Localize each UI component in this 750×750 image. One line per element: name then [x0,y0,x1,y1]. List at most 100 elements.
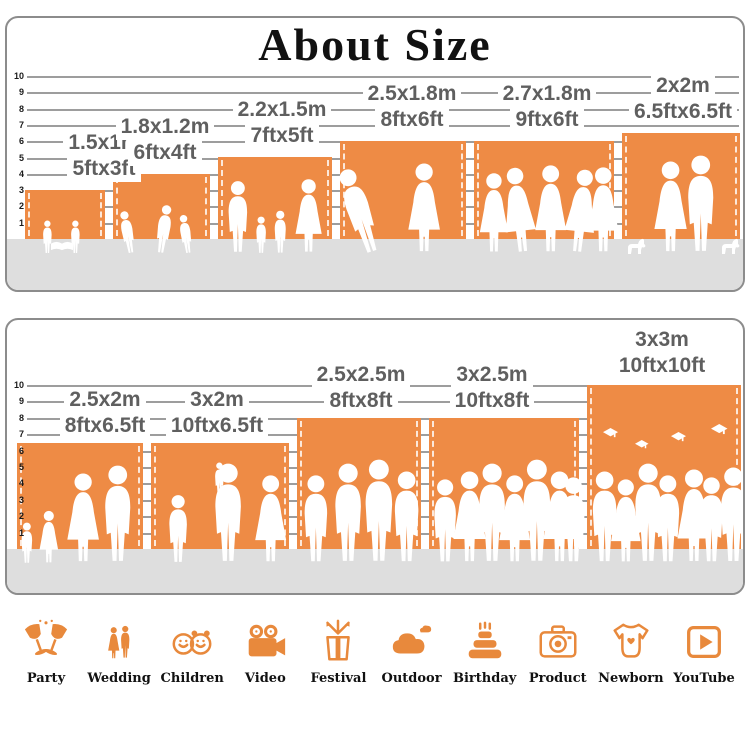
category-children: Children [158,618,226,686]
birthday-icon [468,621,501,659]
category-label: Birthday [453,671,517,686]
category-label: Newborn [598,671,664,686]
bar-edge-dashes [590,388,738,546]
silhouette-family [17,464,143,564]
silhouette-children-running [113,204,210,254]
size-feet: 7ftx5ft [245,123,319,149]
size-label: 2.7x1.8m 9ftx6ft [465,81,629,133]
axis-tick-label: 8 [18,412,24,423]
party-icon [24,619,68,656]
category-label: Festival [310,671,367,686]
axis-tick-label: 4 [18,168,24,179]
size-feet: 10ftx6.5ft [165,413,269,439]
size-bar-10x6.5ft [151,443,289,562]
children-icon [172,630,212,655]
size-label: 3x2.5m 10ftx8ft [410,362,574,414]
bar-edge-dashes [20,446,140,546]
size-bar-6x4ft [113,174,210,254]
size-meters: 3x2m [185,387,249,413]
bar-edge-dashes [28,193,102,236]
size-bar-8x8ft [297,418,421,562]
youtube-icon [687,625,721,659]
silhouette-children-reading [25,220,105,254]
size-feet: 10ftx8ft [449,388,535,414]
size-bar-5x3ft [25,190,105,253]
size-meters: 3x3m [630,327,694,353]
size-feet: 8ftx8ft [324,388,398,414]
size-bar-10x8ft [429,418,585,562]
size-meters: 2.7x1.8m [497,81,597,107]
category-label: Product [528,671,587,686]
silhouette-group [429,458,585,564]
silhouette-couple-with-dogs [622,154,740,254]
ruler-chart-2: 2.5x2m 8ftx6.5ft 3x2m 10ftx6.5ft 2.5x2.5… [7,320,743,593]
size-meters: 2.5x2.5m [311,362,411,388]
category-label: Party [26,671,66,686]
axis-tick-label: 8 [18,103,24,114]
category-wedding: Wedding [85,618,153,686]
size-feet: 5ftx3ft [67,156,141,182]
axis-tick-label: 10 [13,71,24,81]
axis-tick-label: 2 [18,201,24,212]
silhouette-adults-standing [297,458,421,564]
silhouette-wedding-couple [334,162,466,255]
bar-edge-dashes [116,177,207,236]
size-panel-small: About Size [5,16,745,292]
category-festival: Festival [304,618,372,686]
axis-tick-label: 1 [18,217,24,228]
axis-tick-label: 3 [18,185,24,196]
size-label: 2.5x2.5m 8ftx8ft [279,362,443,414]
size-feet: 10ftx10ft [613,353,711,379]
gridline [27,76,739,78]
axis-tick-label: 9 [18,87,24,98]
category-label: Outdoor [381,671,442,686]
size-panel-large: 2.5x2m 8ftx6.5ft 3x2m 10ftx6.5ft 2.5x2.5… [5,318,745,595]
axis-tick-label: 3 [18,494,24,505]
product-icon [539,625,577,658]
size-feet: 9ftx6ft [510,107,584,133]
bar-edge-dashes [343,144,463,236]
size-label: 2.2x1.5m 7ftx5ft [200,97,364,149]
size-label: 3x2m 10ftx6.5ft [135,387,299,439]
axis-tick-label: 2 [18,511,24,522]
size-meters: 2x2m [651,73,715,99]
axis-tick-label: 9 [18,396,24,407]
size-meters: 3x2.5m [451,362,533,388]
size-meters: 2.5x1.8m [362,81,462,107]
axis-tick-label: 7 [18,119,24,130]
silhouette-graduation-crowd [587,416,743,564]
size-bar-6.5x6.5ft [622,133,740,254]
category-birthday: Birthday [451,618,519,686]
axis-tick-label: 6 [18,136,24,147]
category-label: Wedding [87,671,151,686]
axis-tick-label: 5 [18,462,24,472]
size-meters: 2.5x2m [64,387,146,413]
bar-edge-dashes [221,160,329,236]
category-label: Video [244,671,286,686]
bar-edge-dashes [625,136,737,236]
page-title: About Size [258,19,492,70]
axis-tick-label: 7 [18,429,24,440]
video-icon [249,624,286,657]
size-bar-10x10ft [587,385,743,562]
size-bar-8x6.5ft [17,443,143,563]
category-row: Party Wedding Children [12,618,738,718]
newborn-icon [613,623,649,658]
silhouette-party-girls [474,164,619,254]
festival-icon [326,619,351,661]
category-video: Video [231,618,299,686]
size-feet: 6.5ftx6.5ft [628,99,738,125]
silhouette-family-walking [218,178,332,254]
size-label: 2.5x1.8m 8ftx6ft [330,81,494,133]
size-feet: 8ftx6.5ft [59,413,151,439]
category-youtube: YouTube [670,618,738,686]
size-label: 3x3m 10ftx10ft [580,327,743,379]
size-feet: 8ftx6ft [375,107,449,133]
size-meters: 1.8x1.2m [115,114,215,140]
size-bar-7x5ft [218,157,332,253]
size-label: 1.8x1.2m 6ftx4ft [83,114,247,166]
category-product: Product [524,618,592,686]
ruler-chart-1: About Size [7,18,743,290]
category-label: YouTube [673,671,735,686]
